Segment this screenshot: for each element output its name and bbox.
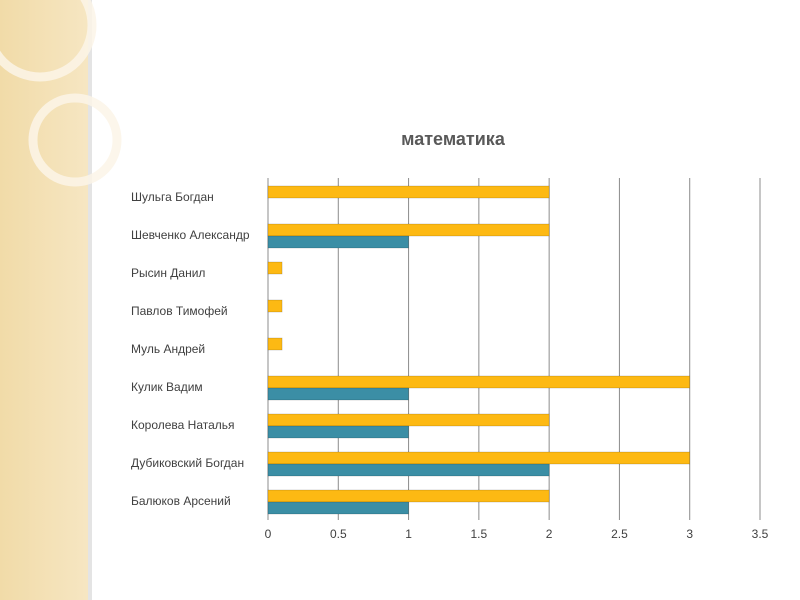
side-strip — [0, 0, 88, 600]
bar — [267, 337, 283, 351]
strip-shadow — [88, 0, 92, 600]
y-tick-label: Шульга Богдан — [131, 190, 214, 204]
y-tick-label: Шевченко Александр — [131, 228, 250, 242]
bar — [267, 185, 550, 199]
x-tick-label: 0 — [265, 527, 272, 541]
x-tick-label: 3.5 — [752, 527, 769, 541]
bar — [267, 463, 550, 477]
bar — [267, 299, 283, 313]
bar — [267, 413, 550, 427]
y-tick-label: Муль Андрей — [131, 342, 205, 356]
x-tick-label: 3 — [686, 527, 693, 541]
y-tick-label: Кулик Вадим — [131, 380, 203, 394]
bar — [267, 501, 409, 515]
bar — [267, 375, 691, 389]
y-tick-label: Балюков Арсений — [131, 494, 231, 508]
bar — [267, 451, 691, 465]
y-tick-label: Королева Наталья — [131, 418, 235, 432]
y-tick-label: Павлов Тимофей — [131, 304, 228, 318]
y-tick-label: Дубиковский Богдан — [131, 456, 244, 470]
bar — [267, 223, 550, 237]
y-tick-label: Рысин Данил — [131, 266, 205, 280]
bar — [267, 387, 409, 401]
x-tick-label: 1 — [405, 527, 412, 541]
x-tick-label: 2 — [546, 527, 553, 541]
decor-circle — [28, 93, 122, 187]
bar — [267, 261, 283, 275]
x-tick-label: 2.5 — [611, 527, 628, 541]
bar — [267, 489, 550, 503]
decor-circle — [0, 0, 97, 82]
bar — [267, 235, 409, 249]
bar — [267, 425, 409, 439]
chart-title: математика — [401, 129, 506, 149]
x-tick-label: 0.5 — [330, 527, 347, 541]
x-tick-label: 1.5 — [471, 527, 488, 541]
